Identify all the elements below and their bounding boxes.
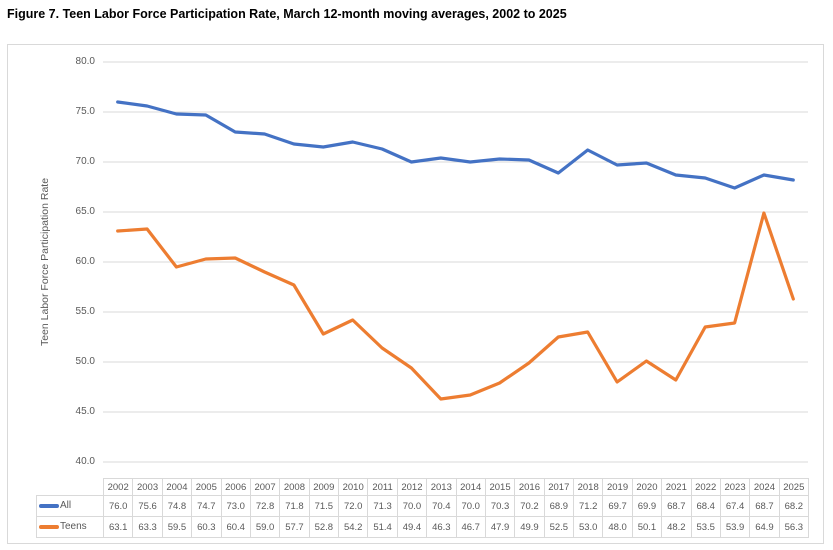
value-cell: 71.2	[572, 495, 604, 517]
value-cell: 71.8	[279, 495, 310, 517]
year-cell: 2004	[161, 478, 193, 496]
y-axis-tick-label: 70.0	[75, 156, 95, 167]
value-cell: 71.3	[367, 495, 398, 517]
value-cell: 52.8	[308, 516, 340, 538]
table-blank-cell	[37, 479, 104, 496]
year-cell: 2017	[543, 478, 575, 496]
y-axis-tick-label: 60.0	[75, 256, 95, 267]
legend-swatch-all	[39, 503, 59, 508]
value-cell: 46.7	[455, 516, 486, 538]
year-cell: 2023	[719, 478, 751, 496]
value-cell: 57.7	[279, 516, 310, 538]
value-cell: 63.1	[102, 516, 134, 538]
year-cell: 2008	[279, 478, 310, 496]
legend-label-teens: Teens	[60, 521, 87, 533]
year-cell: 2025	[778, 478, 810, 496]
value-cell: 51.4	[367, 516, 398, 538]
year-cell: 2014	[455, 478, 486, 496]
value-cell: 69.9	[631, 495, 663, 517]
value-cell: 69.7	[602, 495, 633, 517]
year-cell: 2024	[749, 478, 780, 496]
legend-cell-teens: Teens	[36, 516, 104, 538]
value-cell: 59.0	[249, 516, 281, 538]
table-row-all: All 76.0 75.6 74.8 74.7 73.0 72.8 71.8 71.5 72.0 7…	[36, 495, 810, 517]
value-cell: 49.9	[514, 516, 545, 538]
value-cell: 50.1	[631, 516, 663, 538]
chart-frame	[7, 44, 824, 544]
value-cell: 72.8	[249, 495, 281, 517]
year-cell: 2021	[661, 478, 692, 496]
legend-swatch-teens	[39, 524, 59, 529]
value-cell: 63.3	[132, 516, 163, 538]
value-cell: 70.4	[426, 495, 457, 517]
value-cell: 70.0	[396, 495, 428, 517]
year-cell: 2020	[631, 478, 663, 496]
value-cell: 72.0	[337, 495, 369, 517]
year-cell: 2022	[690, 478, 721, 496]
value-cell: 76.0	[102, 495, 134, 517]
data-table: 2002 2003 2004 2005 2006 2007 2008 2009 2010 2011…	[36, 478, 810, 538]
y-axis-tick-label: 50.0	[75, 356, 95, 367]
year-cell: 2013	[426, 478, 457, 496]
year-cell: 2010	[337, 478, 369, 496]
year-cell: 2007	[249, 478, 281, 496]
y-axis-tick-label: 40.0	[75, 456, 95, 467]
y-axis-title: Teen Labor Force Participation Rate	[39, 177, 51, 347]
year-cell: 2002	[102, 478, 134, 496]
year-cell: 2015	[484, 478, 516, 496]
series-line-all	[116, 100, 795, 190]
year-cell: 2012	[396, 478, 428, 496]
value-cell: 67.4	[719, 495, 751, 517]
value-cell: 68.7	[661, 495, 692, 517]
value-cell: 68.2	[778, 495, 810, 517]
value-cell: 64.9	[749, 516, 780, 538]
value-cell: 68.4	[690, 495, 721, 517]
value-cell: 74.8	[161, 495, 193, 517]
value-cell: 75.6	[132, 495, 163, 517]
value-cell: 60.3	[191, 516, 222, 538]
y-axis-tick-label: 55.0	[75, 306, 95, 317]
series-line-teens	[116, 211, 795, 401]
y-axis-tick-label: 75.0	[75, 106, 95, 117]
year-cell: 2011	[367, 478, 398, 496]
value-cell: 68.7	[749, 495, 780, 517]
value-cell: 48.0	[602, 516, 633, 538]
value-cell: 60.4	[220, 516, 251, 538]
value-cell: 56.3	[778, 516, 810, 538]
value-cell: 49.4	[396, 516, 428, 538]
value-cell: 47.9	[484, 516, 516, 538]
value-cell: 70.3	[484, 495, 516, 517]
y-axis-tick-label: 65.0	[75, 206, 95, 217]
legend-label-all: All	[60, 500, 72, 512]
table-row-teens: Teens 63.1 63.3 59.5 60.3 60.4 59.0 57.7 52.8 54.…	[36, 516, 810, 538]
value-cell: 53.5	[690, 516, 721, 538]
value-cell: 68.9	[543, 495, 575, 517]
y-axis-tick-label: 45.0	[75, 406, 95, 417]
year-cell: 2016	[514, 478, 545, 496]
value-cell: 71.5	[308, 495, 340, 517]
year-cell: 2009	[308, 478, 340, 496]
value-cell: 70.0	[455, 495, 486, 517]
year-cell: 2018	[572, 478, 604, 496]
figure-title: Figure 7. Teen Labor Force Participation…	[7, 7, 567, 21]
value-cell: 53.9	[719, 516, 751, 538]
legend-cell-all: All	[36, 495, 104, 517]
value-cell: 46.3	[426, 516, 457, 538]
value-cell: 53.0	[572, 516, 604, 538]
y-axis-tick-label: 80.0	[75, 56, 95, 67]
value-cell: 48.2	[661, 516, 692, 538]
value-cell: 74.7	[191, 495, 222, 517]
value-cell: 73.0	[220, 495, 251, 517]
value-cell: 54.2	[337, 516, 369, 538]
year-cell: 2005	[191, 478, 222, 496]
value-cell: 70.2	[514, 495, 545, 517]
year-cell: 2003	[132, 478, 163, 496]
value-cell: 52.5	[543, 516, 575, 538]
value-cell: 59.5	[161, 516, 193, 538]
year-cell: 2019	[602, 478, 633, 496]
year-cell: 2006	[220, 478, 251, 496]
table-year-row: 2002 2003 2004 2005 2006 2007 2008 2009 2010 2011…	[37, 478, 810, 496]
